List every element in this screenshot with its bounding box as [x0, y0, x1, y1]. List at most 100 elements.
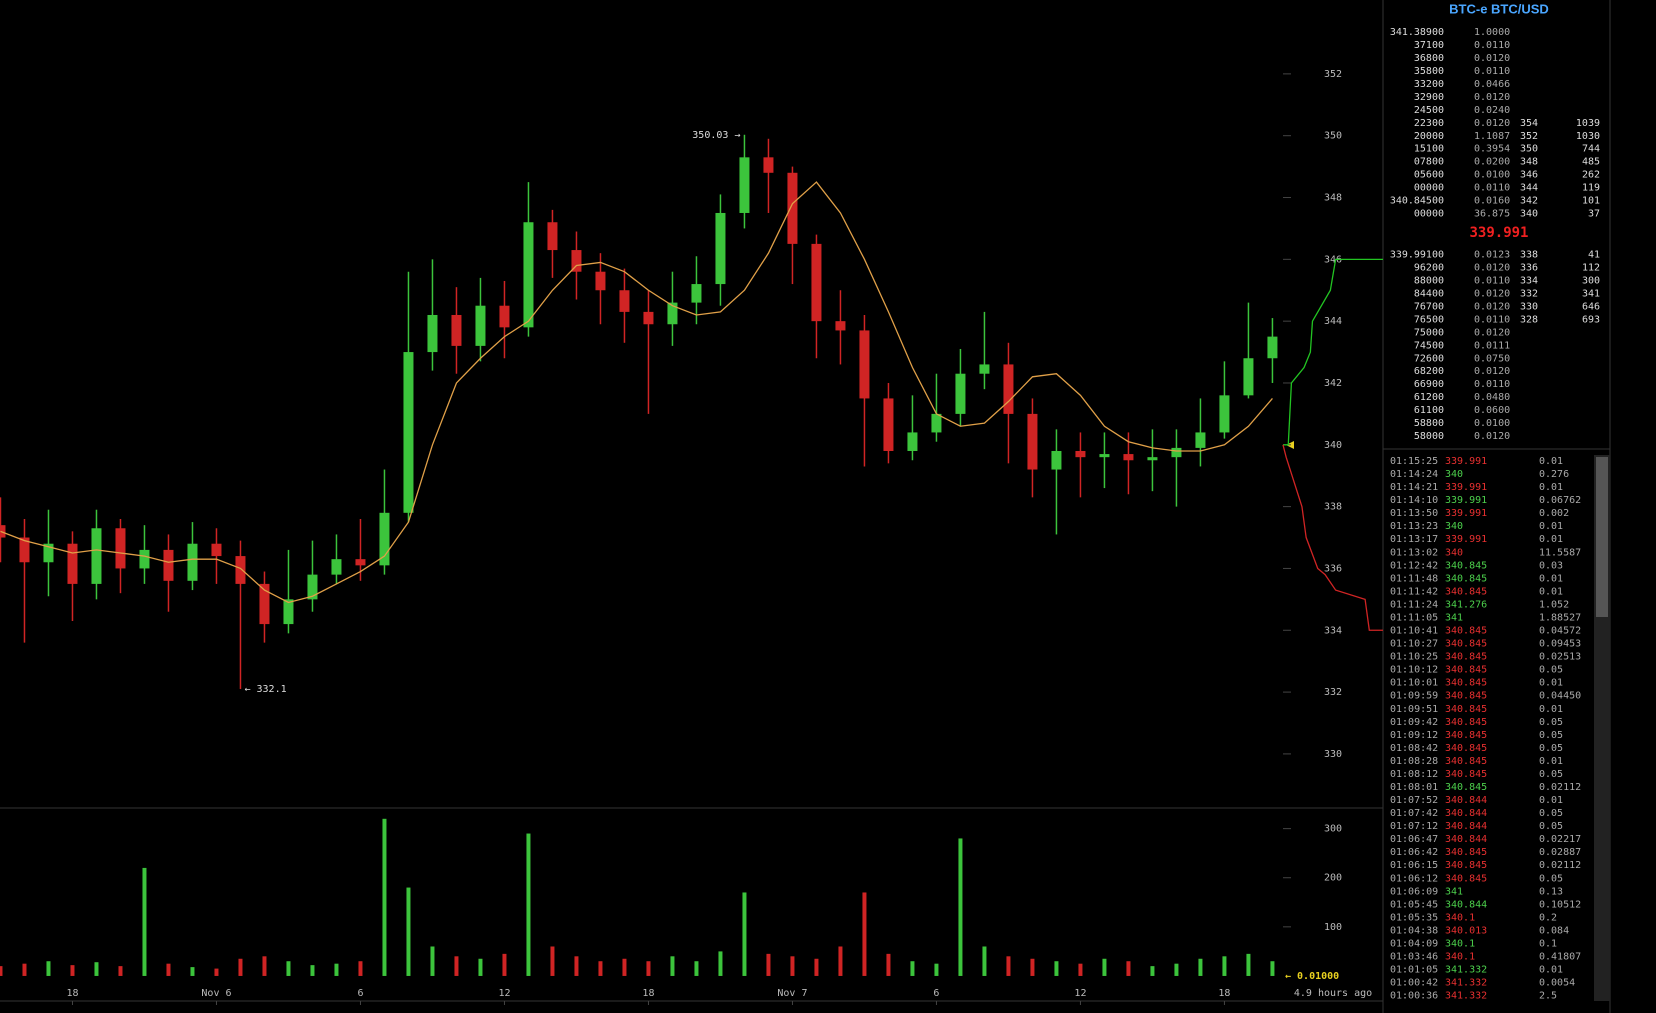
candle-body	[475, 305, 486, 346]
trade-amount: 0.2	[1539, 912, 1557, 923]
book-cell: 485	[1582, 157, 1600, 168]
volume-bar	[982, 946, 987, 976]
candle-body	[955, 373, 966, 414]
trade-amount: 0.09453	[1539, 639, 1581, 650]
trade-amount: 0.0054	[1539, 978, 1575, 989]
trade-price: 341	[1445, 612, 1463, 623]
candle-body	[1075, 450, 1086, 458]
book-cell: 340	[1520, 209, 1538, 220]
trade-price: 341.332	[1445, 965, 1487, 976]
candle-body	[43, 543, 54, 563]
volume-bar	[46, 961, 51, 976]
candle-body	[1003, 364, 1014, 414]
candle-body	[0, 525, 6, 538]
trade-amount: 0.05	[1539, 873, 1563, 884]
trade-amount: 1.052	[1539, 599, 1569, 610]
book-cell: 334	[1520, 275, 1538, 286]
volume-bar	[1054, 961, 1059, 976]
book-cell: 1.1087	[1474, 131, 1510, 142]
last-price: 339.991	[1469, 225, 1528, 241]
trade-time: 01:11:42	[1390, 586, 1438, 597]
candle-body	[1171, 447, 1182, 458]
trade-price: 340.845	[1445, 626, 1487, 637]
x-tick-label: 12	[1074, 988, 1086, 999]
book-cell: 346	[1520, 170, 1538, 181]
book-cell: 1039	[1576, 118, 1600, 129]
volume-bar	[694, 961, 699, 976]
trade-amount: 0.01	[1539, 586, 1563, 597]
y-tick-label: 344	[1324, 316, 1342, 327]
volume-bar	[1246, 953, 1251, 976]
volume-bar	[838, 946, 843, 976]
book-cell: 0.0110	[1474, 275, 1510, 286]
trade-amount: 11.5587	[1539, 547, 1581, 558]
book-cell: 0.0120	[1474, 118, 1510, 129]
candle-body	[1147, 457, 1158, 461]
trade-time: 01:06:12	[1390, 873, 1438, 884]
candle-body	[667, 302, 678, 325]
volume-bar	[238, 958, 243, 976]
trade-amount: 0.02887	[1539, 847, 1581, 858]
y-tick-label: 334	[1324, 625, 1342, 636]
volume-bar	[502, 953, 507, 976]
volume-bar	[790, 956, 795, 976]
book-cell: 744	[1582, 144, 1600, 155]
trade-price: 339.991	[1445, 508, 1487, 519]
trade-price: 340.844	[1445, 808, 1487, 819]
candle-body	[163, 549, 174, 581]
book-cell: 352	[1520, 131, 1538, 142]
trade-price: 340.845	[1445, 639, 1487, 650]
book-cell: 0.0466	[1474, 79, 1510, 90]
volume-bar	[1150, 966, 1155, 976]
trade-amount: 0.05	[1539, 769, 1563, 780]
x-tick-label: Nov 6	[201, 988, 231, 999]
book-cell: 0.0100	[1474, 418, 1510, 429]
candle-body	[283, 599, 294, 625]
trade-amount: 0.05	[1539, 665, 1563, 676]
volume-bar	[1198, 958, 1203, 976]
trade-time: 01:08:42	[1390, 743, 1438, 754]
book-cell: 74500	[1414, 340, 1444, 351]
book-cell: 0.0480	[1474, 392, 1510, 403]
book-cell: 35800	[1414, 66, 1444, 77]
book-cell: 72600	[1414, 353, 1444, 364]
volume-bar	[1270, 961, 1275, 976]
trade-price: 340.845	[1445, 743, 1487, 754]
trade-amount: 0.1	[1539, 938, 1557, 949]
candle-body	[811, 243, 822, 322]
trade-amount: 0.01	[1539, 704, 1563, 715]
candle-body	[91, 528, 102, 584]
candle-body	[403, 352, 414, 513]
volume-bar	[94, 962, 99, 976]
trade-time: 01:11:24	[1390, 599, 1438, 610]
candle-body	[499, 305, 510, 328]
volume-bar	[550, 946, 555, 976]
trade-amount: 0.02513	[1539, 652, 1581, 663]
candle-body	[331, 559, 342, 575]
book-cell: 341.38900	[1390, 27, 1444, 38]
book-cell: 646	[1582, 301, 1600, 312]
candle-body	[1195, 432, 1206, 448]
trade-price: 340.013	[1445, 925, 1487, 936]
trade-amount: 0.02217	[1539, 834, 1581, 845]
max-annotation: 350.03 →	[692, 130, 740, 141]
trade-amount: 0.13	[1539, 886, 1563, 897]
y-tick-label: 336	[1324, 563, 1342, 574]
book-cell: 0.0110	[1474, 379, 1510, 390]
trade-time: 01:06:15	[1390, 860, 1438, 871]
volume-bar	[478, 958, 483, 976]
trade-price: 340.845	[1445, 560, 1487, 571]
trade-time: 01:04:38	[1390, 925, 1438, 936]
book-cell: 336	[1520, 262, 1538, 273]
depth-line	[1282, 444, 1383, 631]
candle-body	[379, 512, 390, 566]
candle-body	[1027, 413, 1038, 470]
candle-body	[571, 250, 582, 272]
trade-amount: 0.01	[1539, 521, 1563, 532]
trade-amount: 0.01	[1539, 534, 1563, 545]
candle-body	[883, 398, 894, 451]
scrollbar-thumb[interactable]	[1596, 457, 1608, 617]
candle-body	[139, 549, 150, 569]
